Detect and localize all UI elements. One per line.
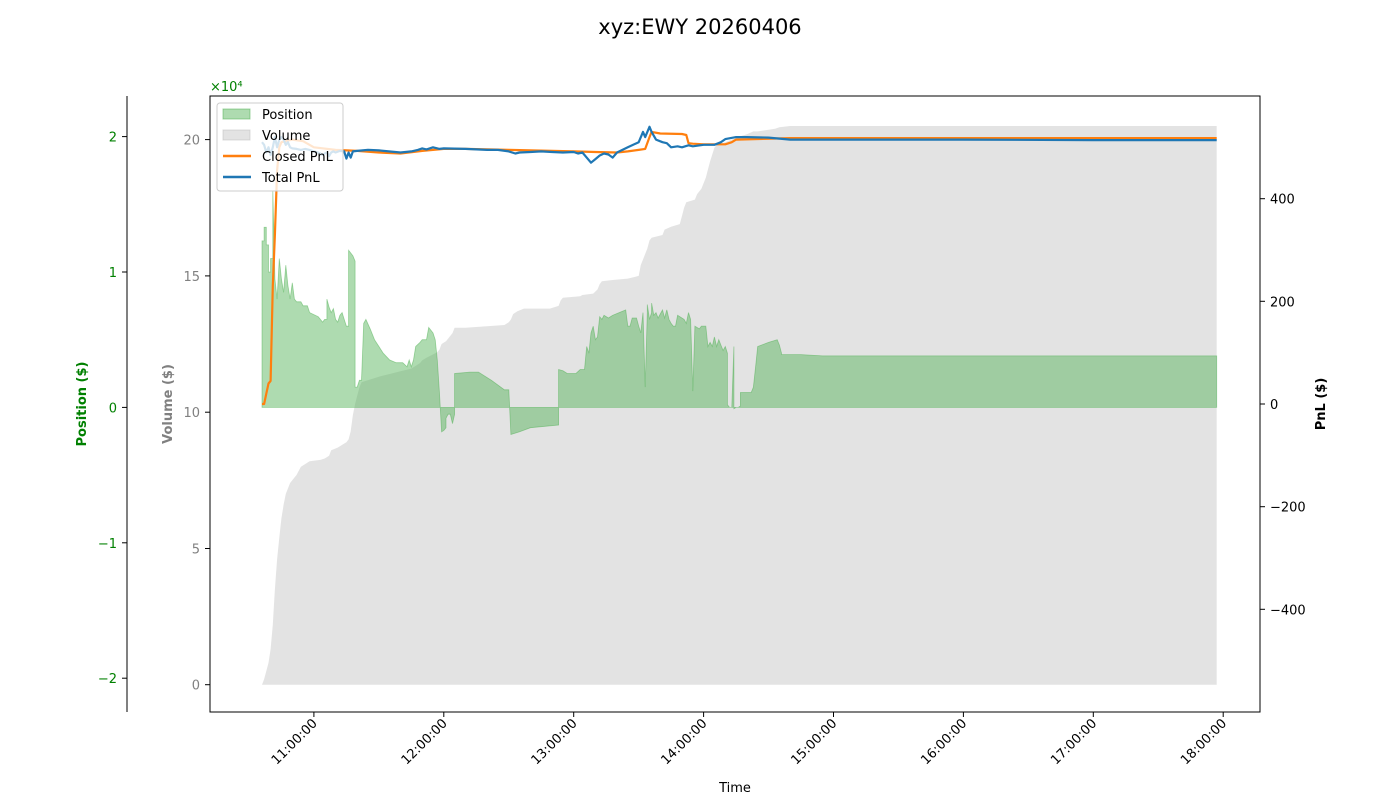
pnl-tick-label: 200 [1270,295,1295,310]
x-axis-title: Time [718,781,751,796]
position-tick-label: 1 [109,266,117,281]
pnl-axis-title: PnL ($) [1314,378,1329,431]
legend-swatch-position [222,108,251,120]
position-area [261,190,1218,436]
legend-label-closed-pnl: Closed PnL [262,150,334,165]
x-tick-label: 12:00:00 [399,716,451,768]
x-tick-label: 17:00:00 [1048,716,1100,768]
x-tick-label: 18:00:00 [1178,716,1230,768]
position-axis-ticks: 2 1 0 −1 −2 [98,131,127,687]
x-tick-label: 14:00:00 [659,716,711,768]
position-axis-offset: ×10⁴ [210,80,243,95]
position-tick-label: 0 [109,401,117,416]
volume-tick-label: 15 [183,270,200,285]
legend: Position Volume Closed PnL Total PnL [216,102,344,192]
volume-area [262,126,1217,685]
legend-label-position: Position [262,108,313,123]
volume-tick-label: 5 [192,543,200,558]
legend-swatch-volume [222,129,251,141]
x-axis-ticks: 11:00:00 12:00:00 13:00:00 14:00:00 15:00:00… [269,712,1230,768]
pnl-tick-label: −200 [1270,501,1306,516]
legend-label-total-pnl: Total PnL [261,171,320,186]
x-tick-label: 15:00:00 [788,716,840,768]
position-tick-label: −1 [98,537,117,552]
position-tick-label: 2 [109,131,117,146]
x-tick-label: 11:00:00 [269,716,321,768]
volume-tick-label: 10 [183,406,200,421]
volume-tick-label: 20 [183,134,200,149]
chart-title: xyz:EWY 20260406 [598,15,801,39]
position-tick-label: −2 [98,672,117,687]
legend-box [216,102,344,192]
pnl-tick-label: −400 [1270,603,1306,618]
volume-layer [262,126,1217,685]
pnl-tick-label: 400 [1270,193,1295,208]
volume-axis-ticks: 0 5 10 15 20 [183,134,210,694]
volume-tick-label: 0 [192,679,200,694]
position-axis-title: Position ($) [75,362,90,447]
x-tick-label: 16:00:00 [918,716,970,768]
legend-label-volume: Volume [262,129,310,144]
pnl-tick-label: 0 [1270,398,1278,413]
pnl-axis-ticks: 400 200 0 −200 −400 [1260,193,1306,618]
volume-axis-title: Volume ($) [161,364,176,444]
position-layer [261,190,1218,436]
x-tick-label: 13:00:00 [529,716,581,768]
